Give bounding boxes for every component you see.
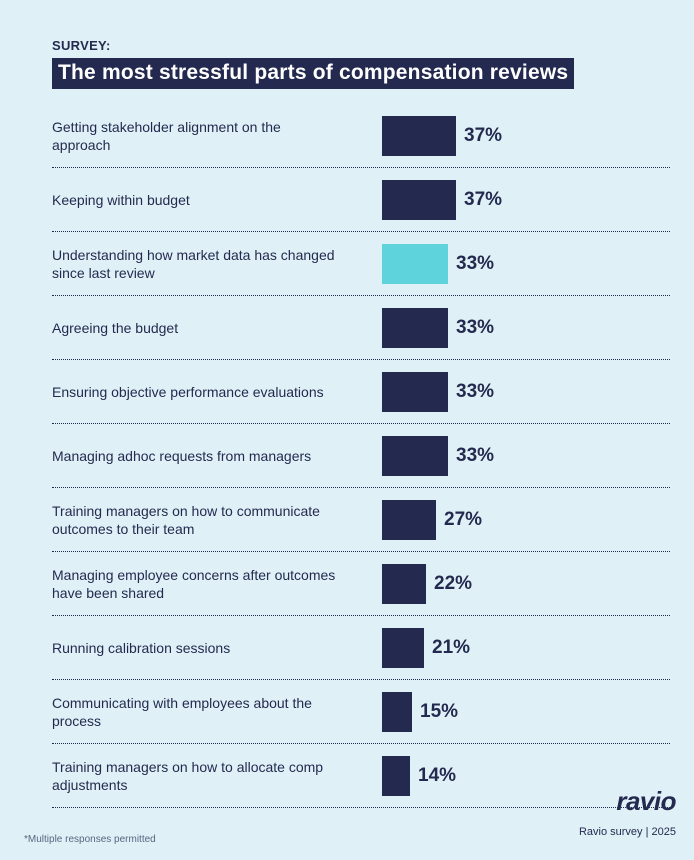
- bar: [382, 436, 448, 476]
- bar: [382, 500, 436, 540]
- row-divider: [52, 551, 670, 552]
- bar-value-label: 33%: [456, 445, 495, 466]
- bar-value-label: 22%: [434, 573, 473, 594]
- category-label: Running calibration sessions: [52, 640, 231, 656]
- chart-row: Understanding how market data has change…: [52, 232, 670, 296]
- bar-value-label: 14%: [418, 765, 457, 786]
- bar-value-label: 37%: [464, 189, 503, 210]
- category-label: Managing employee concerns after outcome…: [52, 567, 336, 601]
- row-divider: [52, 359, 670, 360]
- category-label: Ensuring objective performance evaluatio…: [52, 384, 324, 400]
- bar-value-label: 21%: [432, 637, 471, 658]
- row-divider: [52, 167, 670, 168]
- bar-value-label: 33%: [456, 381, 495, 402]
- bar: [382, 564, 426, 604]
- row-divider: [52, 679, 670, 680]
- bar-value-label: 37%: [464, 125, 503, 146]
- source-label: Ravio survey | 2025: [578, 826, 676, 838]
- chart-title: The most stressful parts of compensation…: [52, 58, 575, 89]
- row-divider: [52, 615, 670, 616]
- category-label: Getting stakeholder alignment on the app…: [52, 119, 281, 153]
- category-label: Training managers on how to allocate com…: [52, 759, 324, 793]
- category-label: Agreeing the budget: [52, 320, 179, 336]
- chart-row: Managing employee concerns after outcome…: [52, 552, 670, 616]
- bar: [382, 308, 448, 348]
- category-label: Training managers on how to communicate …: [52, 503, 320, 537]
- chart-row: Managing adhoc requests from managers 33%: [52, 424, 670, 488]
- chart-row: Ensuring objective performance evaluatio…: [52, 360, 670, 424]
- bar: [382, 180, 456, 220]
- category-label: Managing adhoc requests from managers: [52, 448, 312, 464]
- row-divider: [52, 231, 670, 232]
- chart-row: Communicating with employees about the p…: [52, 680, 670, 744]
- chart-row: Agreeing the budget 33%: [52, 296, 670, 360]
- category-label: Keeping within budget: [52, 192, 190, 208]
- row-divider: [52, 423, 670, 424]
- row-divider: [52, 743, 670, 744]
- chart-row: Training managers on how to communicate …: [52, 488, 670, 552]
- footnote: *Multiple responses permitted: [24, 834, 156, 845]
- bar: [382, 756, 410, 796]
- ravio-logo: ravio: [616, 786, 676, 816]
- bar-value-label: 15%: [420, 701, 459, 722]
- row-divider: [52, 487, 670, 488]
- category-label: Communicating with employees about the p…: [52, 695, 312, 729]
- bar: [382, 244, 448, 284]
- bar: [382, 628, 424, 668]
- chart-row: Training managers on how to allocate com…: [52, 744, 670, 808]
- bar: [382, 372, 448, 412]
- chart-row: Keeping within budget 37%: [52, 168, 670, 232]
- bar: [382, 692, 412, 732]
- category-label: Understanding how market data has change…: [52, 247, 335, 281]
- bar-value-label: 33%: [456, 253, 495, 274]
- bar-value-label: 33%: [456, 317, 495, 338]
- survey-eyebrow: SURVEY:: [52, 38, 111, 53]
- bar: [382, 116, 456, 156]
- bar-value-label: 27%: [444, 509, 483, 530]
- row-divider: [52, 295, 670, 296]
- chart-row: Getting stakeholder alignment on the app…: [52, 104, 670, 168]
- bar-chart: Getting stakeholder alignment on the app…: [52, 104, 670, 808]
- chart-row: Running calibration sessions 21%: [52, 616, 670, 680]
- row-divider: [52, 807, 670, 808]
